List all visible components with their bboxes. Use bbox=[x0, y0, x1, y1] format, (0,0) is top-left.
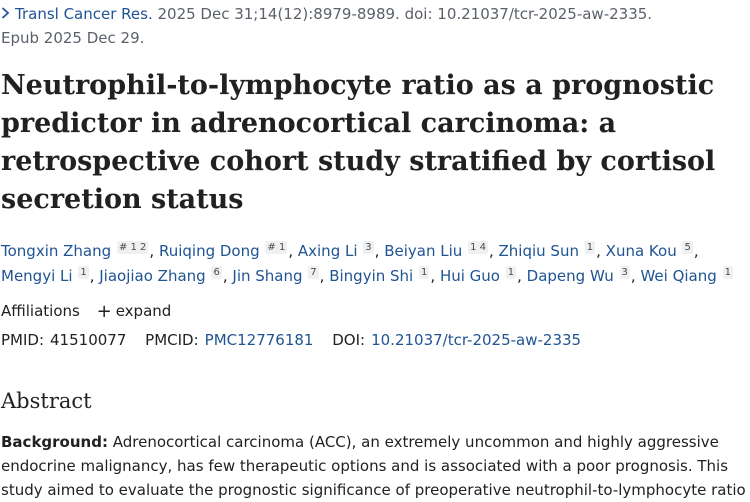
author-link[interactable]: Wei Qiang bbox=[640, 267, 717, 285]
identifiers-row: PMID: 41510077 PMCID: PMC12776181 DOI: 10.2… bbox=[1, 328, 746, 352]
plus-icon: + bbox=[96, 301, 112, 322]
journal-link[interactable]: Transl Cancer Res. bbox=[15, 5, 153, 23]
chevron-right-icon bbox=[1, 2, 15, 26]
epub-date: Epub 2025 Dec 29. bbox=[1, 29, 145, 47]
author-separator: , bbox=[374, 242, 385, 260]
author-link[interactable]: Tongxin Zhang bbox=[1, 242, 112, 260]
author-affiliation-marker[interactable]: # 1 2 bbox=[116, 241, 149, 254]
author-affiliation-marker[interactable]: 1 bbox=[505, 266, 517, 279]
author-link[interactable]: Hui Guo bbox=[439, 267, 500, 285]
author-separator: , bbox=[149, 242, 159, 260]
author-link[interactable]: Jiaojiao Zhang bbox=[99, 267, 206, 285]
affiliations-expand-button[interactable]: + expand bbox=[97, 301, 172, 322]
citation-details: 2025 Dec 31;14(12):8979-8989. doi: 10.21… bbox=[152, 5, 653, 23]
citation-line: Transl Cancer Res. 2025 Dec 31;14(12):89… bbox=[1, 2, 746, 50]
author-affiliation-marker[interactable]: 1 bbox=[722, 266, 733, 279]
author-separator: , bbox=[596, 242, 606, 260]
author-affiliation-marker[interactable]: 7 bbox=[308, 266, 319, 279]
author-separator: , bbox=[89, 267, 100, 285]
pmcid-label: PMCID: bbox=[145, 331, 199, 349]
author-affiliation-marker[interactable]: # 1 bbox=[265, 241, 288, 254]
doi-label: DOI: bbox=[332, 331, 366, 349]
author-affiliation-marker[interactable]: 5 bbox=[682, 241, 693, 254]
affiliations-label: Affiliations bbox=[1, 302, 80, 320]
article-title: Neutrophil-to-lymphocyte ratio as a prog… bbox=[1, 70, 716, 215]
pmid-value: 41510077 bbox=[50, 331, 127, 349]
author-affiliation-marker[interactable]: 1 bbox=[584, 241, 596, 254]
author-separator: , bbox=[630, 267, 641, 285]
author-link[interactable]: Jin Shang bbox=[232, 267, 303, 285]
author-separator: , bbox=[319, 267, 330, 285]
author-affiliation-marker[interactable]: 6 bbox=[211, 266, 222, 279]
author-separator: , bbox=[222, 267, 233, 285]
author-separator: , bbox=[430, 267, 440, 285]
abstract-body: Background: Adrenocortical carcinoma (AC… bbox=[1, 430, 746, 502]
author-affiliation-marker[interactable]: 3 bbox=[363, 241, 374, 254]
author-affiliation-marker[interactable]: 1 bbox=[419, 266, 430, 279]
author-separator: , bbox=[488, 242, 499, 260]
abstract-heading: Abstract bbox=[1, 389, 92, 413]
pmid-label: PMID: bbox=[1, 331, 45, 349]
expand-label: expand bbox=[115, 302, 172, 320]
author-link[interactable]: Zhiqiu Sun bbox=[498, 242, 579, 260]
author-link[interactable]: Ruiqing Dong bbox=[158, 242, 260, 260]
affiliations-row: Affiliations + expand bbox=[1, 299, 746, 324]
author-link[interactable]: Beiyan Liu bbox=[384, 242, 463, 260]
author-link[interactable]: Mengyi Li bbox=[1, 267, 73, 285]
author-link[interactable]: Dapeng Wu bbox=[526, 267, 614, 285]
author-link[interactable]: Axing Li bbox=[297, 242, 358, 260]
background-text: Adrenocortical carcinoma (ACC), an extre… bbox=[1, 433, 746, 499]
author-affiliation-marker[interactable]: 3 bbox=[619, 266, 630, 279]
author-affiliation-marker[interactable]: 1 4 bbox=[468, 241, 488, 254]
doi-link[interactable]: 10.21037/tcr-2025-aw-2335 bbox=[371, 331, 582, 349]
author-separator: , bbox=[693, 242, 699, 260]
author-affiliation-marker[interactable]: 1 bbox=[78, 266, 89, 279]
author-separator: , bbox=[517, 267, 527, 285]
author-list: Tongxin Zhang # 1 2, Ruiqing Dong # 1, A… bbox=[1, 239, 746, 289]
pmcid-link[interactable]: PMC12776181 bbox=[204, 331, 314, 349]
author-link[interactable]: Bingyin Shi bbox=[329, 267, 414, 285]
author-separator: , bbox=[288, 242, 298, 260]
author-link[interactable]: Xuna Kou bbox=[605, 242, 677, 260]
background-label: Background: bbox=[1, 433, 108, 451]
